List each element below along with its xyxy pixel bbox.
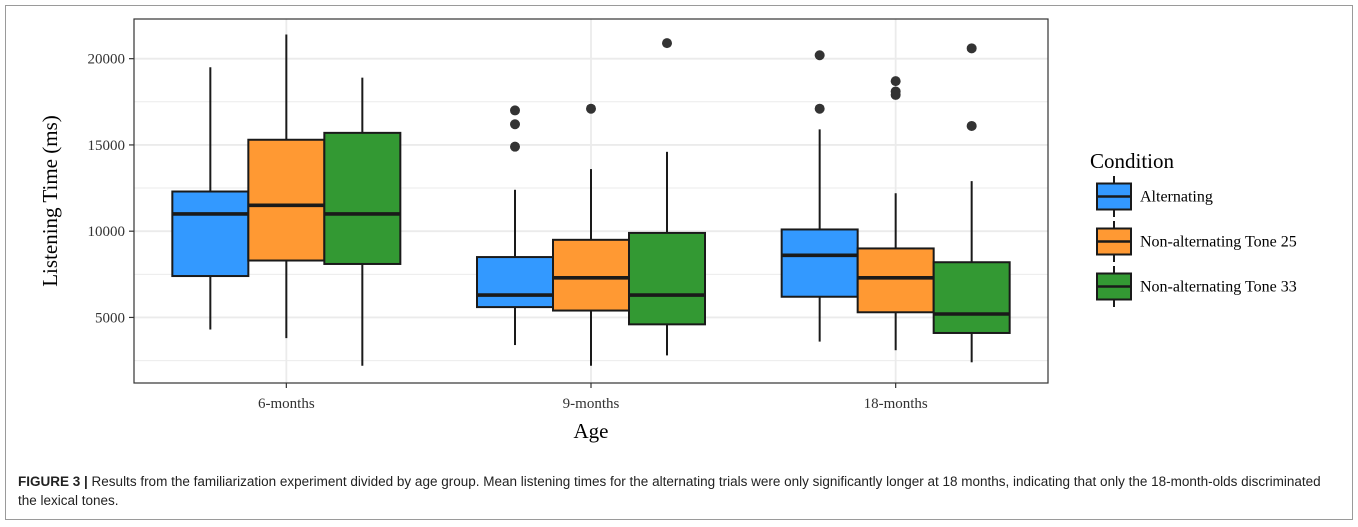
box-alternating-6-months [171, 67, 250, 330]
legend-item: Alternating [1096, 176, 1213, 217]
box-non-alternating-tone-25-9-months [552, 103, 630, 366]
iqr-box [932, 261, 1011, 334]
y-tick-label: 20000 [88, 52, 126, 68]
iqr-box [552, 238, 630, 312]
y-tick-label: 5000 [95, 310, 125, 326]
legend-label: Alternating [1140, 189, 1213, 206]
y-tick-label: 15000 [88, 138, 126, 154]
legend-title: Condition [1090, 149, 1175, 173]
outlier-point [662, 38, 672, 49]
outlier-point [510, 141, 520, 152]
legend-item: Non-alternating Tone 25 [1096, 221, 1297, 262]
boxes-layer [171, 34, 1011, 366]
outlier-point [510, 105, 520, 116]
box-non-alternating-tone-33-9-months [628, 38, 706, 356]
box-alternating-9-months [476, 105, 554, 346]
axes-layer: 5000 10000 15000 20000 6-months 9-months 18-mo… [88, 52, 928, 412]
iqr-box [856, 247, 935, 314]
outlier-point [966, 120, 977, 131]
outlier-point [814, 103, 825, 114]
box-non-alternating-tone-25-18-months [856, 76, 935, 351]
x-axis-title: Age [574, 419, 609, 443]
figure-caption: FIGURE 3 | Results from the familiarizat… [18, 472, 1343, 510]
box-non-alternating-tone-33-18-months [932, 43, 1011, 363]
legend-label: Non-alternating Tone 25 [1140, 234, 1297, 251]
outlier-point [586, 103, 596, 114]
outlier-point [510, 119, 520, 130]
boxplot-chart: 5000 10000 15000 20000 6-months 9-months 18-mo… [38, 18, 1297, 443]
iqr-box [171, 190, 250, 278]
outlier-point [890, 86, 901, 97]
box-non-alternating-tone-33-6-months [323, 77, 402, 366]
legend: Condition Alternating Non-alternating Ton… [1090, 149, 1297, 307]
legend-label: Non-alternating Tone 33 [1140, 279, 1297, 296]
y-axis-title: Listening Time (ms) [38, 115, 62, 287]
outlier-point [814, 50, 825, 61]
iqr-box [780, 228, 859, 298]
x-tick-label: 9-months [563, 396, 620, 412]
iqr-box [247, 138, 326, 262]
iqr-box [628, 231, 706, 326]
x-tick-label: 6-months [258, 396, 315, 412]
box-non-alternating-tone-25-6-months [247, 34, 326, 339]
y-tick-label: 10000 [88, 224, 126, 240]
box-alternating-18-months [780, 50, 859, 342]
figure-label: FIGURE 3 | [18, 474, 88, 489]
legend-item: Non-alternating Tone 33 [1096, 266, 1297, 307]
outlier-point [890, 76, 901, 87]
outlier-point [966, 43, 977, 54]
iqr-box [323, 131, 402, 265]
iqr-box [476, 256, 554, 309]
x-tick-label: 18-months [864, 396, 928, 412]
caption-text: Results from the familiarization experim… [18, 474, 1321, 508]
